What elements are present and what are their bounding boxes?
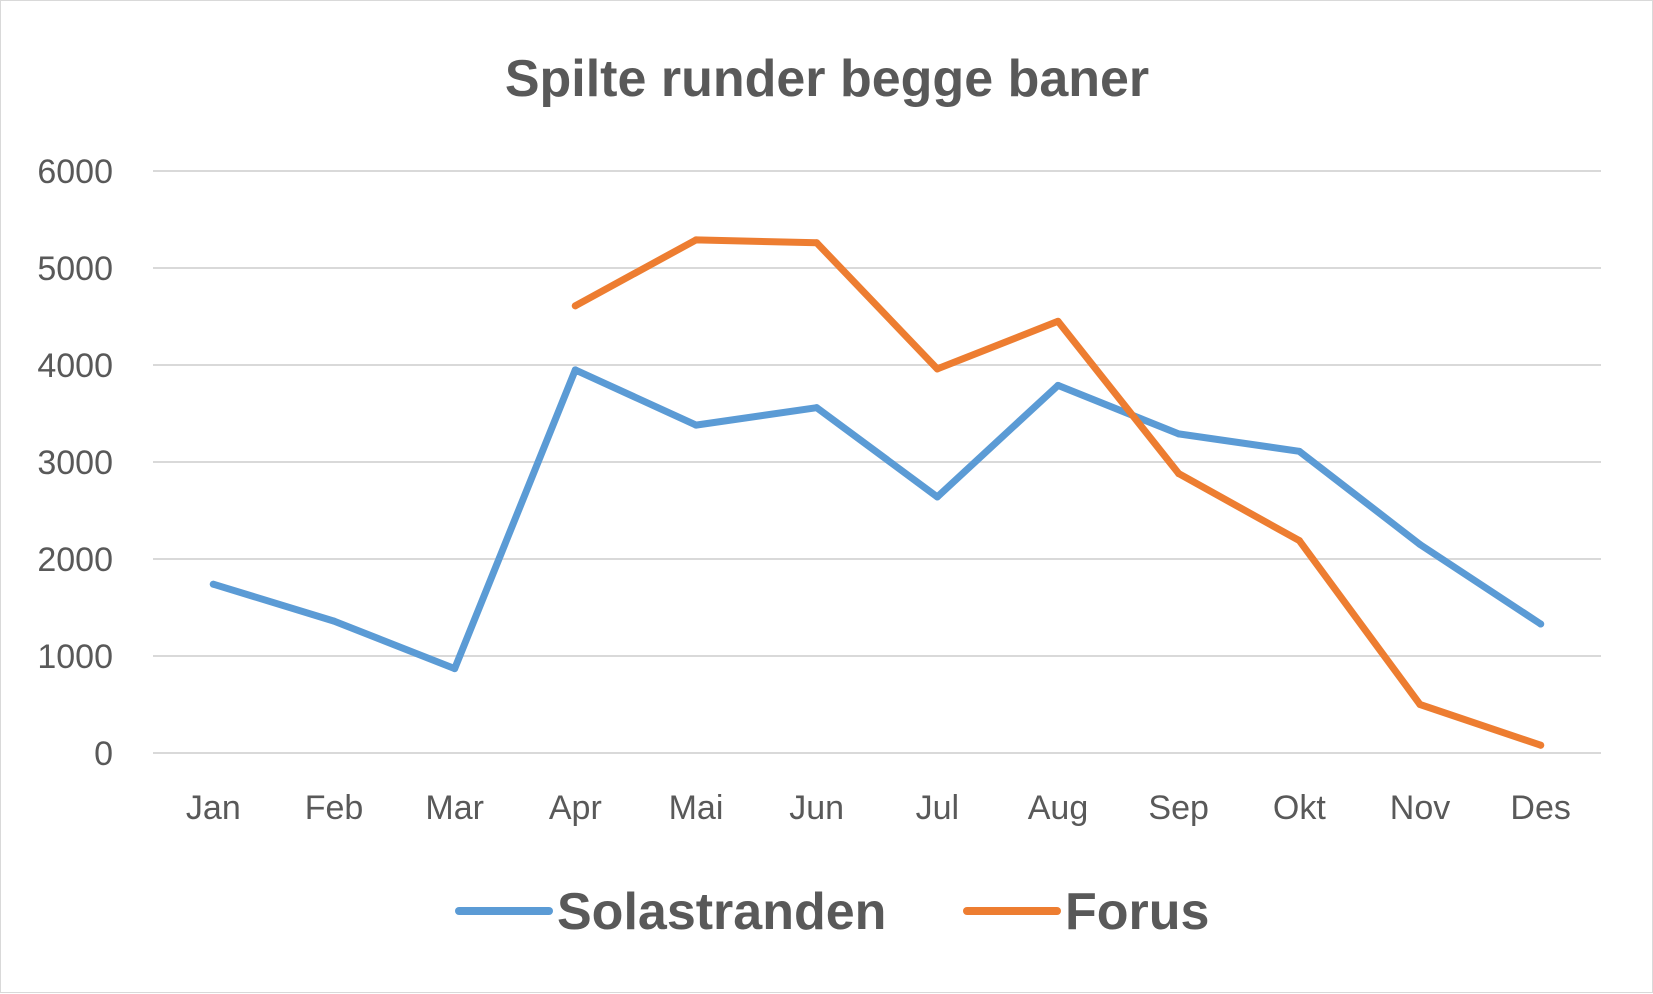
x-tick-label: Sep xyxy=(1148,789,1209,827)
data-point-solastranden-aug xyxy=(1054,381,1062,389)
chart-title: Spilte runder begge baner xyxy=(505,50,1149,108)
data-point-forus-sep xyxy=(1175,470,1183,478)
data-point-solastranden-sep xyxy=(1175,430,1183,438)
x-tick-label: Jan xyxy=(186,789,241,827)
data-point-forus-des xyxy=(1537,741,1545,749)
legend-label-forus: Forus xyxy=(1065,883,1209,941)
legend-label-solastranden: Solastranden xyxy=(557,883,886,941)
x-tick-label: Des xyxy=(1510,789,1570,827)
data-point-forus-apr xyxy=(571,302,579,310)
y-axis-ticks: 0 1000 2000 3000 4000 5000 6000 xyxy=(37,153,113,773)
data-point-forus-nov xyxy=(1416,701,1424,708)
x-tick-label: Nov xyxy=(1390,789,1450,827)
y-tick-label: 0 xyxy=(94,735,113,773)
data-point-solastranden-feb xyxy=(330,617,338,625)
y-tick-label: 4000 xyxy=(37,347,113,385)
y-tick-label: 6000 xyxy=(37,153,113,191)
data-point-solastranden-jun xyxy=(813,404,821,412)
y-tick-label: 5000 xyxy=(37,250,113,288)
y-tick-label: 1000 xyxy=(37,638,113,676)
data-point-solastranden-okt xyxy=(1295,447,1303,455)
series-lines xyxy=(209,236,1545,749)
y-tick-label: 3000 xyxy=(37,444,113,482)
x-tick-label: Mai xyxy=(669,789,724,827)
legend: Solastranden Forus xyxy=(455,883,1209,941)
x-tick-label: Feb xyxy=(305,789,364,827)
data-point-solastranden-des xyxy=(1537,620,1545,628)
data-point-forus-mai xyxy=(692,236,700,244)
data-point-forus-aug xyxy=(1054,317,1062,325)
y-tick-label: 2000 xyxy=(37,541,113,579)
gridlines xyxy=(153,170,1601,754)
x-tick-label: Jul xyxy=(916,789,959,827)
x-tick-label: Mar xyxy=(425,789,484,827)
data-point-forus-jun xyxy=(813,239,821,247)
data-point-forus-jul xyxy=(933,365,941,373)
x-tick-label: Okt xyxy=(1273,789,1326,827)
x-tick-label: Jun xyxy=(789,789,844,827)
data-point-forus-okt xyxy=(1295,537,1303,545)
data-point-solastranden-jan xyxy=(209,580,217,588)
data-point-solastranden-mai xyxy=(692,421,700,429)
data-point-solastranden-jul xyxy=(933,493,941,501)
x-axis-ticks: Jan Feb Mar Apr Mai Jun Jul Aug Sep Okt Nov Des xyxy=(186,789,1571,827)
x-tick-label: Apr xyxy=(549,789,602,827)
data-point-solastranden-nov xyxy=(1416,540,1424,548)
data-point-solastranden-apr xyxy=(571,366,579,374)
series-line-forus xyxy=(571,236,1545,749)
x-tick-label: Aug xyxy=(1028,789,1089,827)
series-line-solastranden xyxy=(209,366,1545,673)
data-point-solastranden-mar xyxy=(451,665,459,673)
